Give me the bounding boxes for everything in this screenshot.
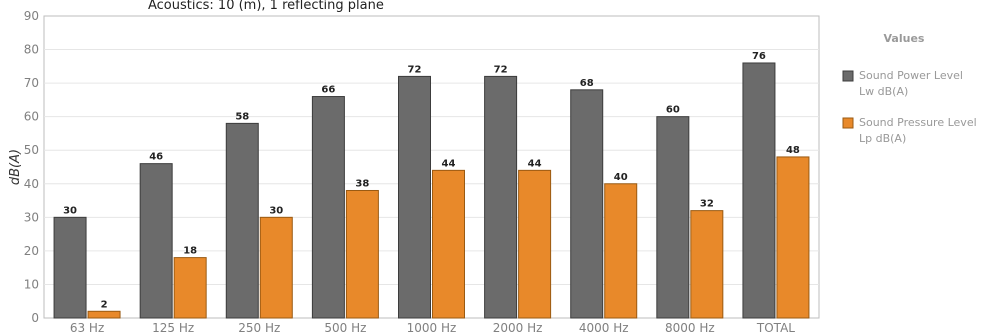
chart-title: Acoustics: 10 (m), 1 reflecting plane — [148, 0, 384, 13]
y-tick-label: 10 — [24, 277, 39, 291]
x-tick-label: 63 Hz — [70, 321, 104, 335]
x-axis-ticks: 63 Hz 125 Hz 250 Hz 500 Hz 1000 Hz 2000 Hz 400… — [70, 321, 795, 335]
y-tick-label: 90 — [24, 9, 39, 23]
data-label: 72 — [494, 64, 508, 75]
bar-sound-power — [570, 89, 604, 319]
legend-label: Sound Pressure Level — [859, 116, 977, 129]
data-label: 44 — [442, 158, 456, 169]
bar-sound-pressure — [87, 310, 121, 319]
legend-label: Sound Power Level — [859, 69, 963, 82]
y-tick-label: 60 — [24, 110, 39, 124]
bar-sound-pressure — [432, 169, 465, 319]
y-tick-label: 30 — [24, 210, 39, 224]
y-tick-label: 80 — [24, 43, 39, 57]
data-label: 44 — [528, 158, 542, 169]
data-label: 76 — [752, 51, 766, 62]
legend-label: Lw dB(A) — [859, 85, 908, 98]
data-label: 48 — [786, 145, 800, 156]
y-tick-label: 50 — [24, 143, 39, 157]
data-label: 66 — [321, 85, 335, 96]
legend-swatch — [842, 70, 854, 82]
x-tick-label: 125 Hz — [152, 321, 194, 335]
gridlines — [44, 49, 819, 285]
plot-frame — [43, 15, 820, 319]
bar-sound-power — [139, 163, 173, 319]
data-label: 30 — [63, 205, 77, 216]
y-tick-label: 40 — [24, 177, 39, 191]
x-tick-label: 500 Hz — [324, 321, 366, 335]
data-label: 72 — [408, 64, 422, 75]
bar-sound-power — [398, 75, 431, 319]
x-tick-label: TOTAL — [756, 321, 795, 335]
data-label: 46 — [149, 152, 163, 163]
bar-sound-pressure — [604, 183, 638, 319]
bar-sound-pressure — [173, 257, 207, 319]
legend-label: Lp dB(A) — [859, 132, 906, 145]
bar-sound-pressure — [259, 216, 293, 319]
y-axis-ticks: 0 10 20 30 40 50 60 70 80 90 — [24, 9, 39, 325]
bar-sound-power — [53, 216, 87, 319]
data-label: 68 — [580, 78, 594, 89]
data-label: 18 — [183, 246, 197, 257]
bar-sound-pressure — [776, 156, 810, 319]
x-tick-label: 8000 Hz — [665, 321, 715, 335]
y-axis-label: dB(A) — [8, 149, 23, 185]
bar-sound-power — [656, 116, 690, 319]
x-tick-label: 250 Hz — [238, 321, 280, 335]
legend: Values Sound Power Level Lw dB(A) Sound Pr… — [842, 32, 977, 145]
x-tick-label: 4000 Hz — [579, 321, 629, 335]
data-label: 38 — [355, 178, 369, 189]
x-tick-label: 1000 Hz — [407, 321, 457, 335]
data-label: 40 — [614, 172, 628, 183]
bar-sound-pressure — [690, 210, 724, 319]
data-label: 58 — [235, 111, 249, 122]
bar-sound-power — [225, 122, 259, 319]
bar-sound-pressure — [345, 189, 379, 319]
bars: 30 2 46 18 58 30 66 38 72 44 72 44 68 40 60 32 76 48 — [53, 51, 810, 319]
bar-sound-power — [484, 75, 518, 319]
data-label: 32 — [700, 199, 714, 210]
bar-sound-pressure — [518, 169, 552, 319]
data-label: 30 — [269, 205, 283, 216]
data-label: 60 — [666, 105, 680, 116]
y-tick-label: 0 — [31, 311, 39, 325]
bar-sound-power — [311, 96, 345, 319]
legend-title: Values — [884, 32, 925, 45]
data-label: 2 — [101, 299, 108, 310]
y-tick-label: 70 — [24, 76, 39, 90]
y-tick-label: 20 — [24, 244, 39, 258]
x-tick-label: 2000 Hz — [493, 321, 543, 335]
bar-sound-power — [742, 62, 776, 319]
legend-swatch — [842, 117, 854, 129]
